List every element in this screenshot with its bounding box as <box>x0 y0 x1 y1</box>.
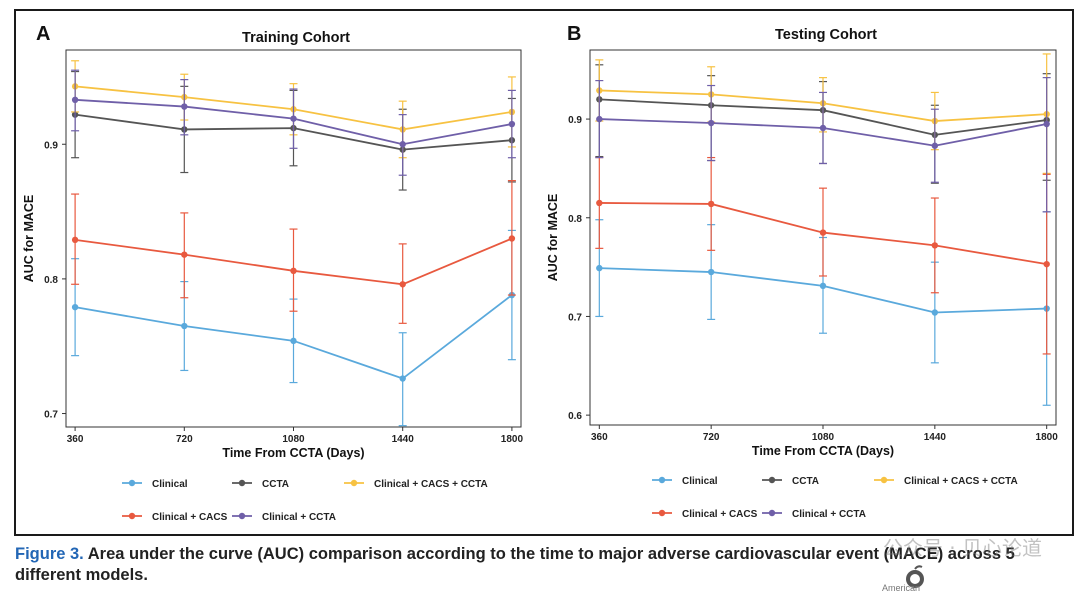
panel-letter: B <box>567 23 581 45</box>
data-point <box>596 199 603 207</box>
legend-swatch-point <box>880 476 888 484</box>
legend-label: Clinical + CACS <box>682 509 758 520</box>
panel-b-chart: B Testing Cohort 0.6 0.7 0.8 0.9 360 720 1080 144… <box>546 23 1059 520</box>
x-tick-label: 1080 <box>812 432 835 443</box>
legend-item: Clinical + CACS + CCTA <box>874 476 1018 487</box>
y-tick-label: 0.8 <box>44 275 58 286</box>
legend-swatch-point <box>128 479 136 487</box>
legend-swatch-point <box>768 509 776 517</box>
panel-letter: A <box>36 23 50 45</box>
legend-swatch-point <box>768 476 776 484</box>
legend-item: Clinical <box>122 479 188 490</box>
data-point <box>819 124 827 132</box>
y-tick-label: 0.6 <box>568 411 582 422</box>
legend-item: Clinical + CACS <box>652 509 758 520</box>
data-point <box>181 103 188 110</box>
data-point <box>71 96 79 104</box>
chart-title: Training Cohort <box>242 30 350 46</box>
data-point <box>399 141 406 148</box>
legend-label: CCTA <box>792 476 819 487</box>
y-tick-label: 0.7 <box>568 312 582 323</box>
data-point <box>181 322 188 330</box>
y-tick-label: 0.7 <box>44 410 58 421</box>
data-point <box>707 200 715 208</box>
x-tick-label: 360 <box>591 432 608 443</box>
x-tick-label: 1440 <box>392 434 415 445</box>
data-point <box>707 119 715 127</box>
legend-label: Clinical + CCTA <box>262 512 336 523</box>
series-clinical-ccta <box>71 69 516 176</box>
legend-label: Clinical + CACS + CCTA <box>374 479 488 490</box>
apple-logo-icon <box>906 565 924 588</box>
x-tick-label: 720 <box>703 432 720 443</box>
legend-swatch-point <box>238 479 246 487</box>
data-point <box>290 267 297 275</box>
x-axis-label: Time From CCTA (Days) <box>752 444 894 458</box>
x-tick-label: 1080 <box>282 434 305 445</box>
legend-label: CCTA <box>262 479 289 490</box>
x-axis-label: Time From CCTA (Days) <box>222 446 364 460</box>
legend-swatch-point <box>350 479 358 487</box>
panel-a-chart: A Training Cohort 0.7 0.8 0.9 360 720 1080 1440 1… <box>22 23 524 523</box>
y-tick-label: 0.9 <box>44 140 58 151</box>
x-tick-label: 720 <box>176 434 193 445</box>
legend-item: Clinical + CACS <box>122 512 228 523</box>
x-tick-label: 1800 <box>501 434 524 445</box>
legend-item: Clinical + CCTA <box>232 512 336 523</box>
data-point <box>819 282 827 290</box>
legend-swatch-point <box>128 512 136 520</box>
data-point <box>1043 260 1050 268</box>
y-tick-label: 0.8 <box>568 214 582 225</box>
figure-caption: Figure 3. Area under the curve (AUC) com… <box>15 544 1075 586</box>
legend-label: Clinical <box>682 476 718 487</box>
data-point <box>508 120 516 128</box>
legend-item: CCTA <box>762 476 819 487</box>
legend-label: Clinical + CACS <box>152 512 228 523</box>
logo-text: American <box>881 583 920 593</box>
data-point <box>596 264 603 272</box>
figure-frame <box>14 9 1074 536</box>
data-point <box>707 268 715 276</box>
data-point <box>71 303 79 311</box>
y-axis-label: AUC for MACE <box>22 195 36 283</box>
y-tick-label: 0.9 <box>568 115 582 126</box>
data-point <box>399 375 406 382</box>
legend-label: Clinical + CACS + CCTA <box>904 476 1018 487</box>
watermark: 公众号 · 贝心论道 <box>882 536 1042 560</box>
data-point <box>931 309 939 316</box>
legend-item: CCTA <box>232 479 289 490</box>
data-point <box>931 142 939 149</box>
data-point <box>508 235 516 242</box>
series-clinical-ccta <box>595 77 1051 213</box>
caption-text: Area under the curve (AUC) comparison ac… <box>15 545 1015 584</box>
data-point <box>596 115 603 123</box>
data-point <box>181 251 188 258</box>
legend-swatch-point <box>238 512 246 520</box>
data-point <box>290 115 297 122</box>
series-clinical-cacs <box>71 180 516 324</box>
legend-item: Clinical <box>652 476 718 487</box>
data-point <box>71 236 79 244</box>
data-point <box>1043 120 1050 128</box>
legend-label: Clinical + CCTA <box>792 509 866 520</box>
legend-item: Clinical + CACS + CCTA <box>344 479 488 490</box>
data-point <box>931 242 939 249</box>
data-point <box>290 337 297 345</box>
legend-item: Clinical + CCTA <box>762 509 866 520</box>
x-tick-label: 1440 <box>924 432 947 443</box>
y-axis-label: AUC for MACE <box>546 194 560 282</box>
legend-swatch-point <box>658 476 666 484</box>
x-tick-label: 1800 <box>1036 432 1059 443</box>
legend-label: Clinical <box>152 479 188 490</box>
figure-label: Figure 3. <box>15 545 84 563</box>
legend-swatch-point <box>658 509 666 517</box>
x-tick-label: 360 <box>67 434 84 445</box>
chart-title: Testing Cohort <box>775 27 877 43</box>
data-point <box>399 281 406 288</box>
data-point <box>819 229 827 236</box>
